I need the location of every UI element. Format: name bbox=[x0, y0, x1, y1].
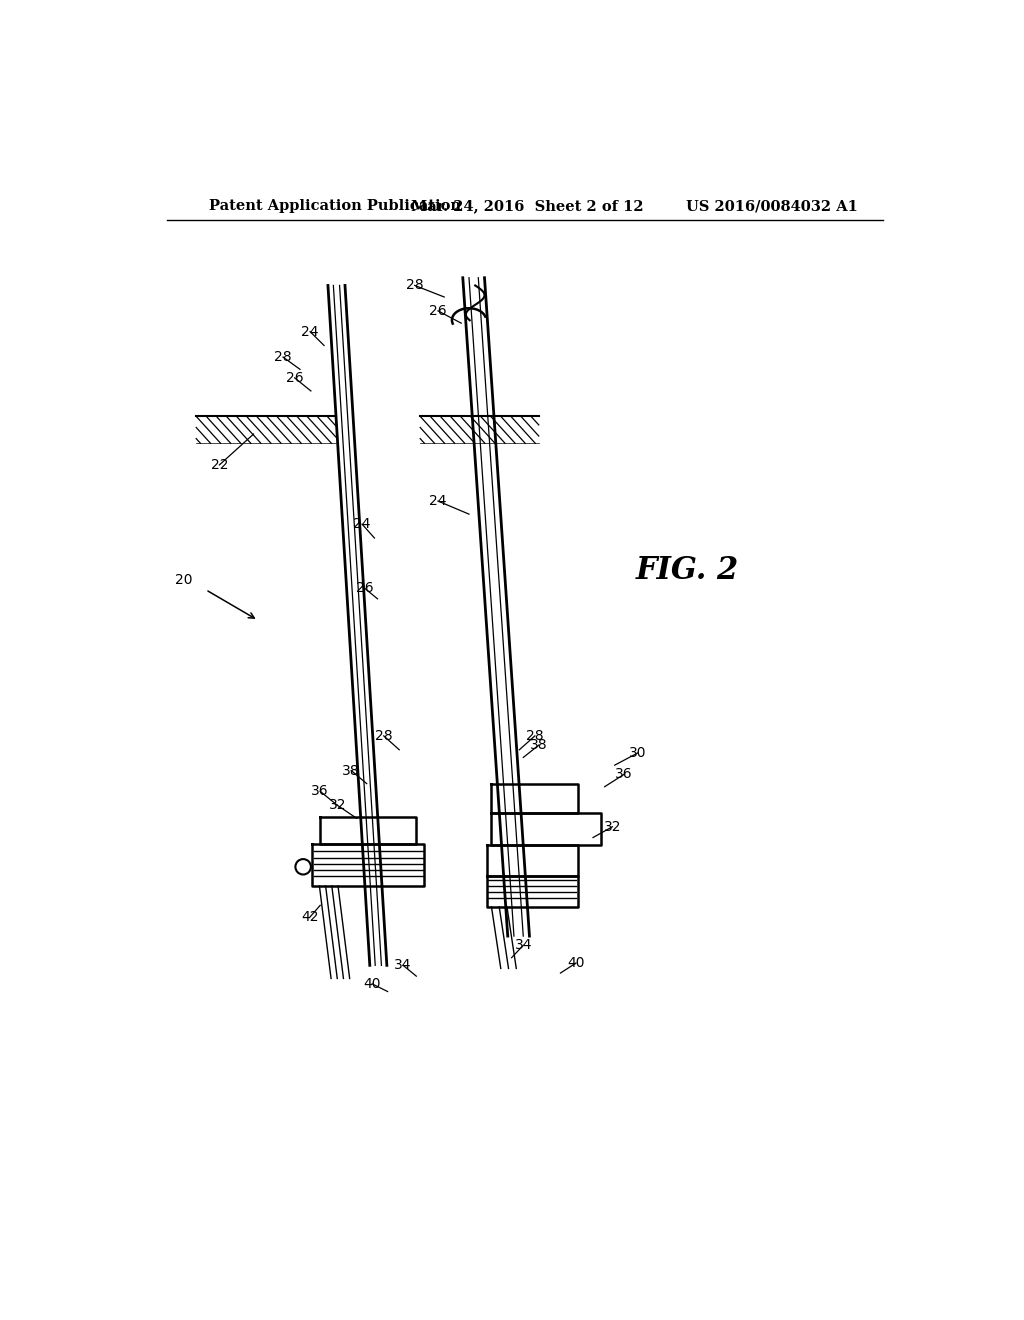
Text: 28: 28 bbox=[274, 350, 292, 364]
Text: 24: 24 bbox=[353, 517, 371, 531]
Text: 30: 30 bbox=[629, 746, 647, 760]
Text: 38: 38 bbox=[530, 738, 548, 752]
Text: 28: 28 bbox=[406, 279, 424, 293]
Text: 36: 36 bbox=[615, 767, 633, 781]
Text: 24: 24 bbox=[301, 325, 318, 339]
Text: US 2016/0084032 A1: US 2016/0084032 A1 bbox=[686, 199, 858, 213]
Text: 40: 40 bbox=[567, 956, 585, 970]
Text: Mar. 24, 2016  Sheet 2 of 12: Mar. 24, 2016 Sheet 2 of 12 bbox=[411, 199, 643, 213]
Text: 42: 42 bbox=[301, 909, 318, 924]
Text: Patent Application Publication: Patent Application Publication bbox=[209, 199, 462, 213]
Text: 22: 22 bbox=[211, 458, 228, 471]
Text: 26: 26 bbox=[286, 371, 303, 385]
Text: 32: 32 bbox=[603, 820, 622, 834]
Text: 26: 26 bbox=[355, 581, 373, 595]
Text: FIG. 2: FIG. 2 bbox=[636, 554, 739, 586]
Text: 26: 26 bbox=[429, 304, 446, 318]
Text: 40: 40 bbox=[364, 977, 381, 991]
Text: 32: 32 bbox=[329, 799, 346, 812]
Text: 38: 38 bbox=[342, 763, 360, 777]
Text: 34: 34 bbox=[394, 958, 412, 973]
Text: 28: 28 bbox=[526, 729, 544, 743]
Text: 34: 34 bbox=[514, 939, 532, 952]
Text: 24: 24 bbox=[429, 494, 446, 508]
Text: 36: 36 bbox=[311, 784, 329, 799]
Text: 20: 20 bbox=[175, 573, 193, 587]
Text: 28: 28 bbox=[375, 729, 392, 743]
